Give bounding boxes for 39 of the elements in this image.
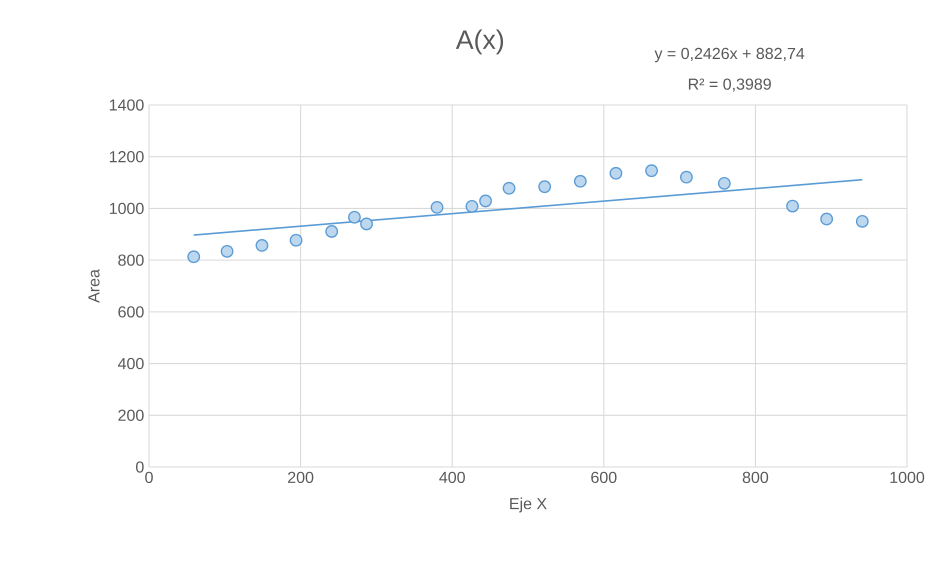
y-tick-label: 400	[118, 358, 144, 370]
x-tick-label: 400	[439, 472, 465, 484]
y-tick-label: 1000	[110, 202, 144, 214]
point	[856, 214, 869, 228]
point	[820, 212, 834, 226]
x-tick-label: 600	[591, 472, 617, 484]
point	[479, 194, 492, 208]
y-tick-label: 600	[118, 306, 144, 318]
x-tick-label: 0	[145, 472, 153, 484]
chart-title: A(x)	[456, 30, 504, 54]
y-axis-title: Area	[88, 269, 100, 303]
point	[430, 200, 444, 214]
text: y = 0,2426x + 882,74	[654, 48, 804, 62]
point	[325, 225, 338, 238]
x-tick-label: 1000	[890, 472, 924, 484]
point	[610, 166, 622, 180]
y-tick-label: 800	[118, 254, 144, 266]
point	[360, 218, 373, 230]
point	[220, 244, 234, 258]
point	[645, 164, 658, 178]
y-tick-label: 1400	[110, 99, 144, 111]
point	[538, 180, 552, 194]
text: R² = 0,3989	[688, 78, 771, 92]
point	[718, 176, 731, 190]
point	[786, 200, 799, 212]
point	[256, 239, 268, 252]
x-axis-title: Eje X	[510, 498, 547, 512]
point	[290, 234, 302, 247]
y-tick-label: 1200	[110, 151, 144, 162]
x-tick-label: 800	[742, 472, 768, 484]
point	[502, 182, 516, 195]
x-tick-label: 200	[288, 472, 314, 484]
point	[466, 200, 478, 213]
point	[680, 170, 693, 184]
y-tick-label: 200	[118, 410, 144, 421]
point	[187, 250, 200, 264]
y-tick-label: 0	[136, 461, 144, 473]
point	[348, 210, 361, 224]
point	[574, 174, 587, 188]
